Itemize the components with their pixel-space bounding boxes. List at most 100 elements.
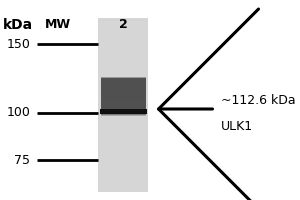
Bar	[98, 21, 148, 115]
Bar	[98, 21, 148, 117]
Bar	[98, 20, 148, 30]
Bar	[98, 21, 148, 166]
Bar	[101, 77, 146, 78]
Bar	[98, 21, 148, 139]
Bar	[98, 21, 148, 148]
Bar	[98, 21, 148, 120]
Bar	[98, 20, 148, 46]
Bar	[98, 20, 148, 41]
Bar	[101, 78, 146, 110]
Bar	[101, 78, 146, 101]
Bar	[101, 77, 146, 89]
Bar	[98, 21, 148, 111]
Bar	[98, 20, 148, 48]
Bar	[98, 21, 148, 161]
Bar	[101, 78, 146, 99]
Bar	[101, 77, 146, 95]
Text: 2: 2	[119, 18, 128, 31]
Bar	[98, 21, 148, 164]
Bar	[101, 77, 146, 91]
Bar	[98, 20, 148, 36]
Bar	[98, 21, 148, 162]
Bar	[101, 76, 146, 77]
Bar	[98, 21, 148, 95]
Bar	[101, 77, 146, 82]
Bar	[98, 20, 148, 85]
Bar	[101, 78, 146, 102]
Bar	[98, 20, 148, 87]
Bar	[98, 21, 148, 190]
Bar	[98, 22, 148, 192]
Bar	[98, 20, 148, 51]
Bar	[101, 78, 146, 100]
Bar	[101, 78, 146, 112]
Bar	[98, 20, 148, 78]
Bar	[101, 78, 146, 113]
Bar	[98, 21, 148, 145]
Bar	[98, 20, 148, 83]
Bar	[98, 20, 148, 55]
Bar	[98, 21, 148, 106]
Bar	[98, 21, 148, 171]
Bar	[98, 20, 148, 22]
Bar	[98, 20, 148, 57]
Bar	[98, 21, 148, 157]
Bar	[98, 21, 148, 108]
Bar	[98, 21, 148, 113]
Bar	[98, 20, 148, 23]
Text: MW: MW	[45, 18, 71, 31]
Bar	[98, 20, 148, 66]
Bar	[101, 77, 146, 93]
Bar	[98, 21, 148, 118]
Bar	[101, 77, 146, 96]
Bar	[98, 21, 148, 94]
Bar	[98, 20, 148, 53]
Bar	[101, 78, 146, 105]
Bar	[101, 78, 146, 107]
Bar	[101, 77, 146, 86]
Bar	[98, 21, 148, 183]
Bar	[98, 21, 148, 134]
Bar	[98, 20, 148, 39]
Bar	[98, 21, 148, 124]
Bar	[98, 21, 148, 168]
Bar	[98, 20, 148, 71]
Bar	[98, 20, 148, 88]
Bar	[101, 77, 146, 85]
Bar	[98, 20, 148, 62]
Bar	[101, 77, 146, 90]
Bar	[101, 78, 146, 111]
Bar	[98, 20, 148, 34]
FancyArrowPatch shape	[158, 9, 259, 200]
Bar	[101, 114, 146, 116]
Bar	[98, 21, 148, 185]
Bar	[98, 21, 148, 136]
Bar	[98, 20, 148, 29]
Bar	[98, 21, 148, 180]
Bar	[98, 20, 148, 81]
Bar	[98, 20, 148, 80]
Bar	[101, 78, 146, 104]
Text: ~112.6 kDa: ~112.6 kDa	[220, 94, 295, 106]
Bar	[98, 21, 148, 154]
Bar	[98, 18, 148, 20]
Bar	[98, 20, 148, 27]
Bar	[98, 21, 148, 129]
Bar	[98, 20, 148, 74]
Bar	[101, 78, 146, 109]
Text: ULK1: ULK1	[220, 119, 253, 132]
Text: 100: 100	[6, 106, 30, 119]
Bar	[101, 78, 146, 103]
Text: kDa: kDa	[3, 18, 33, 32]
Bar	[98, 20, 148, 50]
Bar	[98, 20, 148, 64]
Bar	[101, 77, 146, 88]
Bar	[101, 77, 146, 84]
Bar	[98, 21, 148, 176]
Bar	[98, 20, 148, 69]
Bar	[101, 77, 146, 81]
Text: 75: 75	[14, 154, 30, 166]
Bar	[98, 21, 148, 152]
Bar	[101, 78, 146, 106]
Bar	[98, 21, 148, 132]
